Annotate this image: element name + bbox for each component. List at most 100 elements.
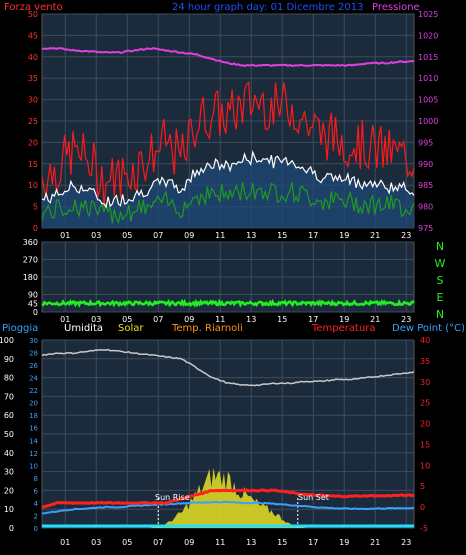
mid-x-tick: 17: [308, 315, 318, 324]
mid-left-tick: 270: [23, 256, 38, 265]
wind-low-line: [41, 181, 415, 225]
mid-x-tick: 05: [122, 315, 132, 324]
bottom-x-tick: 21: [370, 538, 380, 547]
mid-x-tick: 03: [91, 315, 101, 324]
bottom-left-tick-hum: 20: [4, 486, 14, 495]
top-left-tick: 10: [28, 181, 38, 190]
bottom-left-tick-rain: 2: [34, 512, 38, 520]
bottom-left-tick-hum: 60: [4, 411, 14, 420]
bottom-x-ticks: 01 03 05 07 09 11 13 15 17 19 21 23: [60, 538, 411, 547]
top-left-tick: 50: [28, 10, 38, 19]
top-x-tick: 05: [122, 231, 132, 240]
bottom-x-tick: 23: [401, 538, 411, 547]
bottom-left-tick-rain: 16: [29, 425, 38, 433]
mid-left-tick: 0: [33, 308, 38, 317]
top-right-ticks: 975 980 985 990 995 1000 1005 1010 1015 1020 1025: [418, 10, 438, 233]
bottom-left-tick-rain: 18: [29, 412, 38, 420]
bottom-right-tick: 5: [420, 482, 425, 491]
bottom-left-tick-rain: 26: [29, 362, 38, 370]
top-right-tick: 1015: [418, 53, 438, 62]
bottom-left-tick-hum: 70: [4, 392, 14, 401]
top-x-tick: 21: [370, 231, 380, 240]
top-x-ticks: 01 03 05 07 09 11 13 15 17 19 21 23: [60, 231, 411, 240]
bottom-right-tick: 25: [420, 399, 430, 408]
bottom-right-tick: -5: [420, 524, 428, 533]
mid-x-tick: 21: [370, 315, 380, 324]
bottom-left-tick-rain: 22: [29, 387, 38, 395]
graph-date-label: 24 hour graph day: 01 Dicembre 2013: [172, 2, 363, 13]
top-right-tick: 990: [418, 160, 433, 169]
mid-x-tick: 01: [60, 315, 70, 324]
top-x-tick: 17: [308, 231, 318, 240]
bottom-left-tick-hum: 40: [4, 449, 14, 458]
top-left-tick: 5: [33, 203, 38, 212]
bottom-left-tick-hum: 90: [4, 355, 14, 364]
bottom-left-tick-hum: 0: [9, 524, 14, 533]
mid-left-tick: 360: [23, 238, 38, 247]
top-left-tick: 15: [28, 160, 38, 169]
bottom-x-tick: 07: [153, 538, 163, 547]
bottom-left-tick-rain: 14: [29, 437, 38, 445]
bottom-left-tick-hum: 50: [4, 430, 14, 439]
top-right-tick: 985: [418, 181, 433, 190]
top-left-tick: 45: [28, 31, 38, 40]
humidity-line: [41, 348, 415, 387]
top-right-tick: 995: [418, 138, 433, 147]
top-right-tick: 1000: [418, 117, 438, 126]
bottom-right-ticks: -5 0 5 10 15 20 25 30 35 40: [420, 336, 430, 533]
legend-humidity: Umidita: [64, 323, 103, 334]
bottom-left-tick-rain: 10: [29, 462, 38, 470]
legend-rain: Pioggia: [2, 323, 38, 334]
sun-rise-label: Sun Rise: [155, 493, 190, 502]
bottom-series: [41, 348, 415, 528]
temperature-line: [41, 488, 415, 509]
sun-set-label: Sun Set: [298, 493, 329, 502]
top-series: [41, 47, 415, 228]
wind-avg-line: [41, 149, 415, 209]
bottom-left-tick-rain: 0: [34, 525, 38, 533]
bottom-right-tick: 30: [420, 378, 430, 387]
top-right-tick: 980: [418, 203, 433, 212]
dew-point-line: [41, 500, 415, 515]
bottom-x-tick: 13: [246, 538, 256, 547]
legend-temp-rm: Temp. Riarnoli: [171, 323, 243, 334]
top-right-tick: 1020: [418, 31, 438, 40]
legend-dew: Dew Point (°C): [392, 323, 465, 334]
bottom-left-tick-rain: 8: [34, 475, 38, 483]
bottom-left-tick-hum: 80: [4, 374, 14, 383]
compass-letter: E: [437, 291, 444, 304]
bottom-left-tick-hum: 100: [0, 336, 14, 345]
mid-left-tick: 90: [28, 291, 38, 300]
bottom-left-tick-rain: 20: [29, 400, 38, 408]
bottom-x-tick: 19: [339, 538, 349, 547]
top-left-tick: 20: [28, 138, 38, 147]
bottom-left-tick-rain: 24: [29, 375, 38, 383]
top-x-tick: 07: [153, 231, 163, 240]
mid-x-tick: 09: [184, 315, 194, 324]
bottom-right-tick: 10: [420, 461, 430, 470]
mid-x-tick: 23: [401, 315, 411, 324]
bottom-right-tick: 0: [420, 503, 425, 512]
mid-left-tick: 45: [28, 299, 38, 308]
bottom-right-tick: 15: [420, 440, 430, 449]
top-x-tick: 03: [91, 231, 101, 240]
mid-x-tick: 15: [277, 315, 287, 324]
wind-label: Forza vento: [4, 2, 63, 13]
bottom-right-tick: 40: [420, 336, 430, 345]
mid-series: [41, 298, 415, 308]
top-right-tick: 975: [418, 224, 433, 233]
top-x-tick: 09: [184, 231, 194, 240]
bottom-right-tick: 20: [420, 420, 430, 429]
bottom-left-ticks: 0102030405060708090100024681012141618202…: [0, 336, 39, 533]
bottom-x-tick: 17: [308, 538, 318, 547]
top-left-tick: 35: [28, 74, 38, 83]
bottom-left-tick-rain: 6: [34, 487, 39, 495]
solar-area: [42, 467, 414, 528]
compass-letter: W: [435, 257, 446, 270]
mid-left-tick: 180: [23, 273, 38, 282]
wind-gust-line: [41, 81, 415, 207]
bottom-x-tick: 01: [60, 538, 70, 547]
